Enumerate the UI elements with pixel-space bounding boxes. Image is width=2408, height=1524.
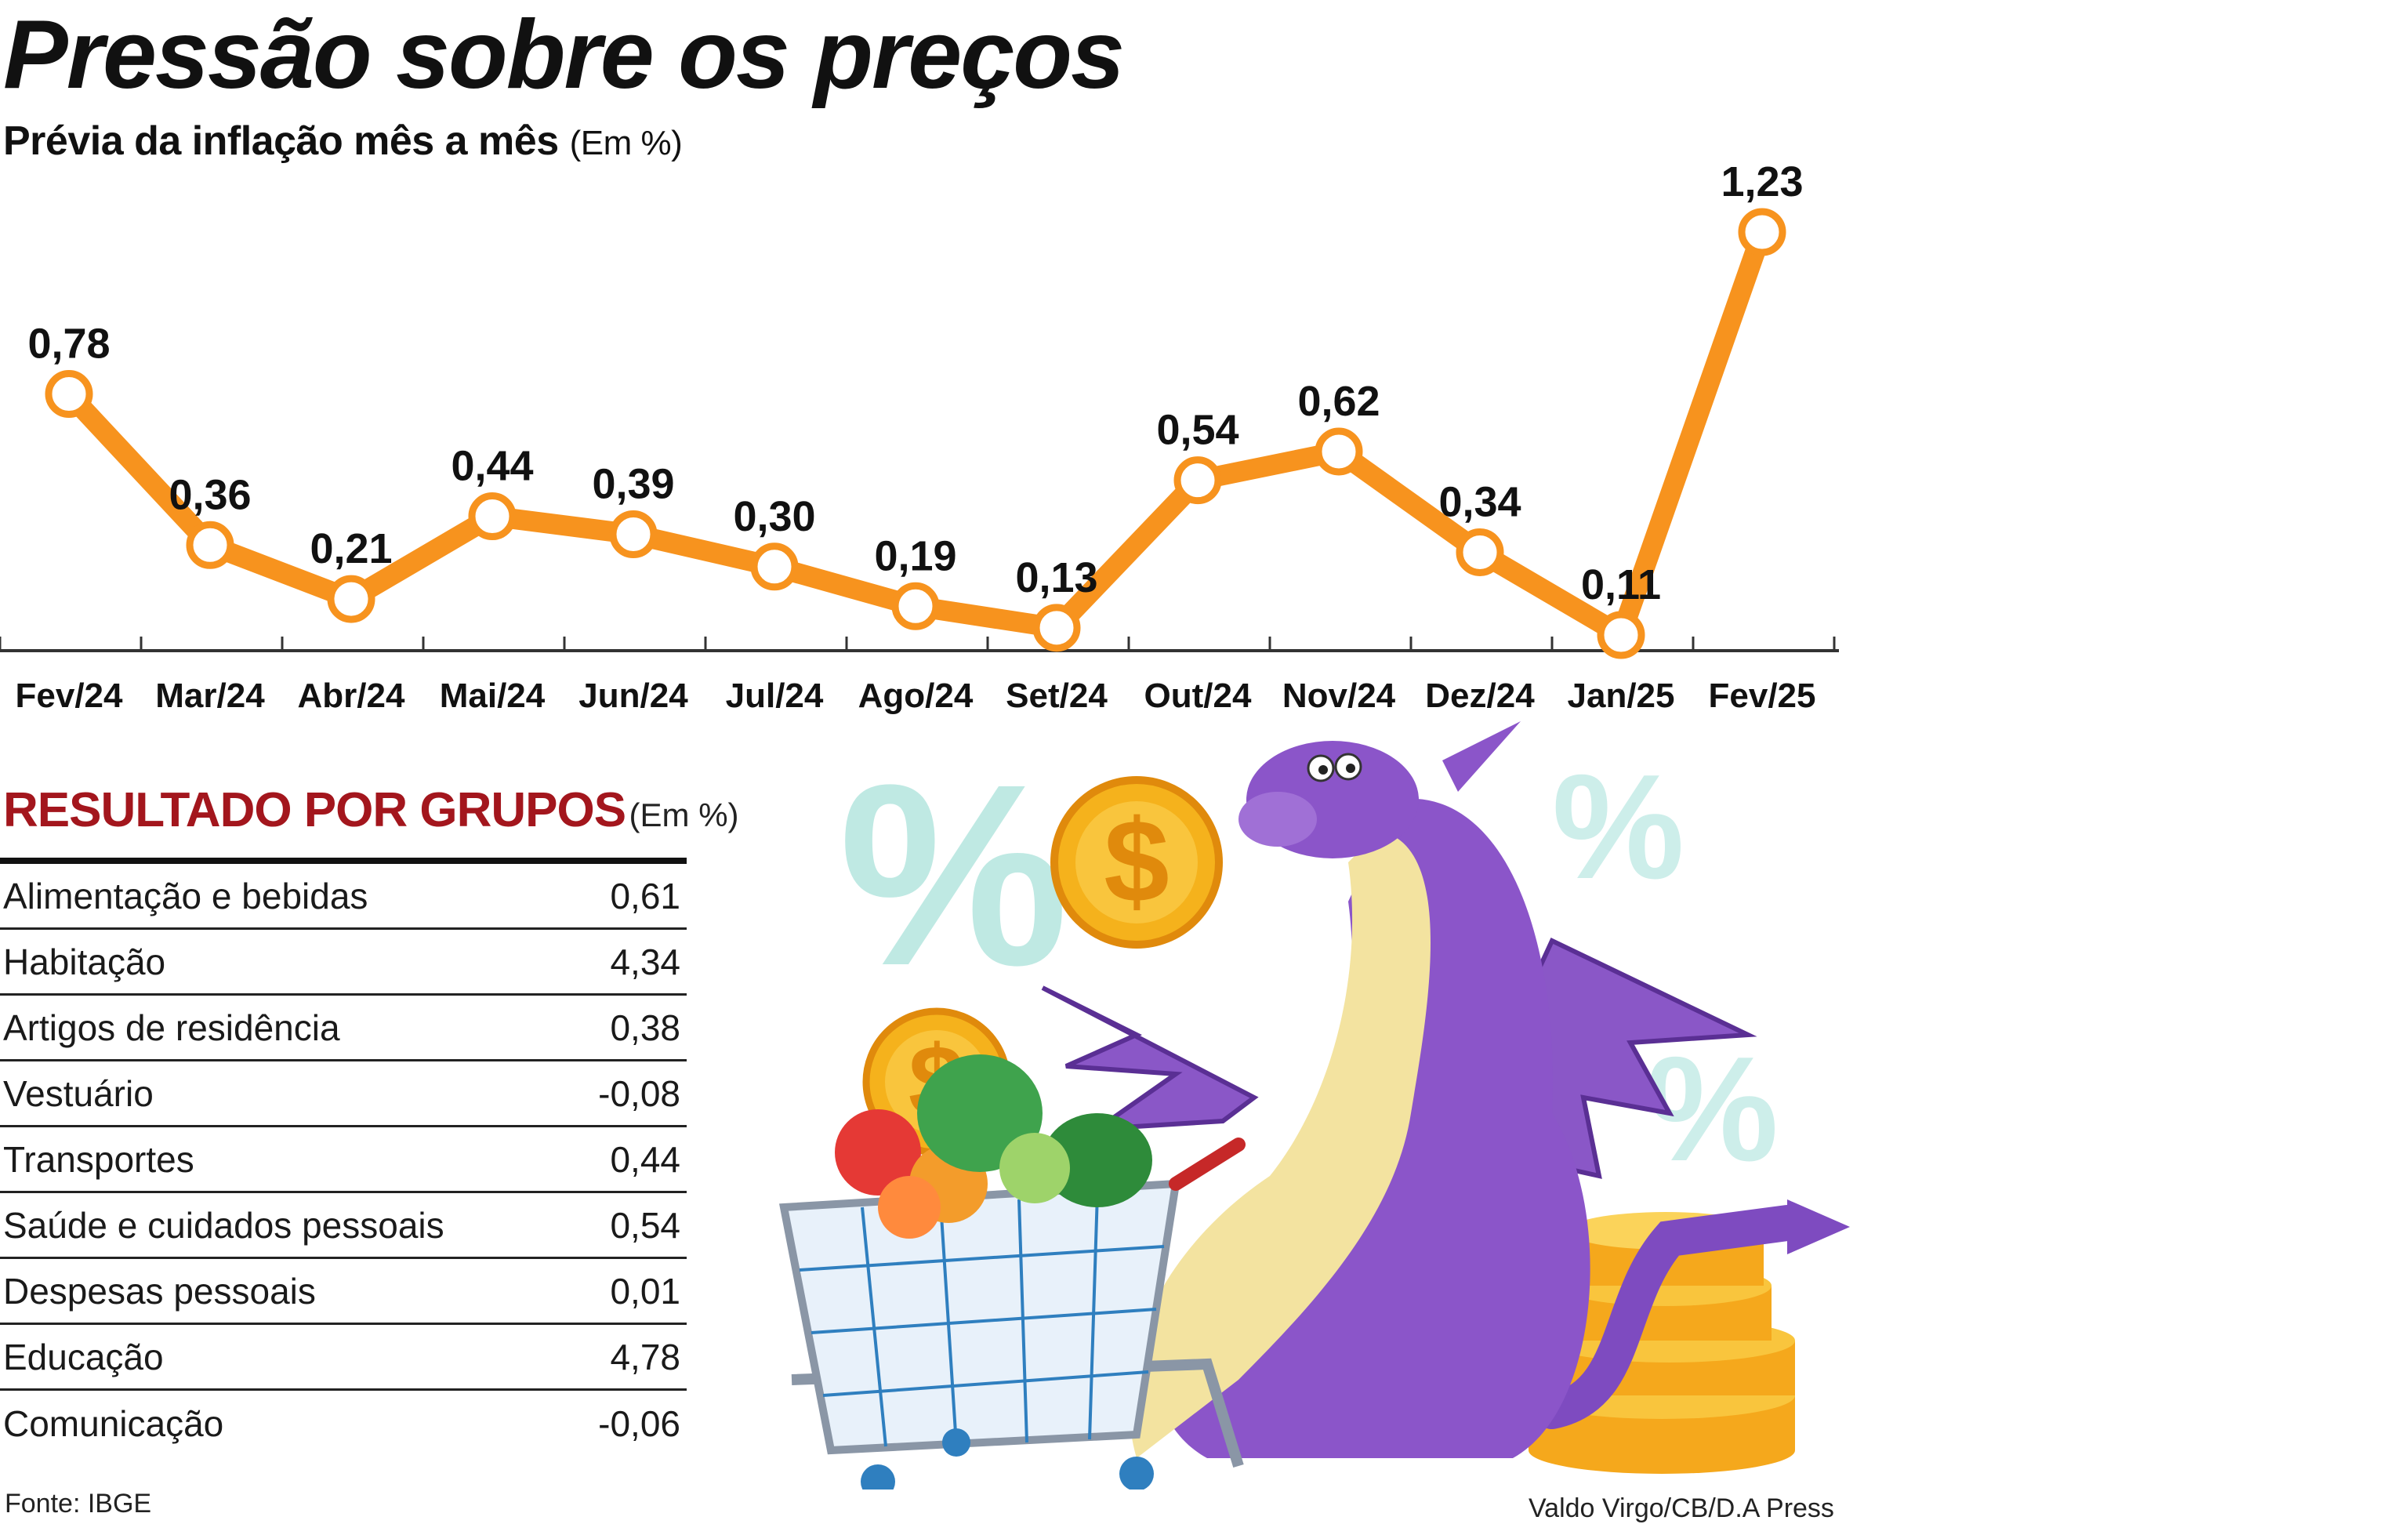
x-tick-label: Fev/24 <box>16 677 124 715</box>
dragon-wing-left <box>1041 985 1259 1132</box>
percent-icon: % <box>839 730 1068 1019</box>
data-label: 0,44 <box>451 443 533 490</box>
group-value: 0,54 <box>610 1204 680 1246</box>
x-tick-label: Set/24 <box>1006 677 1108 715</box>
coin-icon: $ <box>1050 776 1223 949</box>
group-label: Habitação <box>3 941 166 982</box>
group-value: 4,78 <box>610 1336 680 1377</box>
x-tick-label: Jul/24 <box>726 677 824 715</box>
data-label: 0,30 <box>733 493 815 540</box>
x-tick-label: Abr/24 <box>298 677 405 715</box>
data-label: 0,36 <box>169 471 251 518</box>
data-point <box>1738 208 1786 256</box>
group-label: Transportes <box>3 1138 194 1180</box>
data-point <box>1173 456 1222 505</box>
percent-icon: % <box>1552 744 1685 910</box>
group-label: Despesas pessoais <box>3 1270 316 1312</box>
groups-table-row: Saúde e cuidados pessoais 0,54 <box>0 1193 687 1259</box>
data-point <box>1032 604 1081 652</box>
inflation-line-chart: 0,78 Fev/24 0,36 Mar/24 0,21 Abr/24 0,44 Mai/24… <box>0 158 1839 715</box>
dragon-belly <box>1129 831 1431 1458</box>
data-point <box>468 492 517 541</box>
x-tick-label: Mai/24 <box>440 677 546 715</box>
data-label: 1,23 <box>1721 158 1803 205</box>
chart-title: Pressão sobre os preços <box>3 1 1125 109</box>
groups-table-row: Artigos de residência 0,38 <box>0 996 687 1061</box>
group-value: -0,06 <box>598 1403 680 1444</box>
data-label: 0,13 <box>1015 554 1097 601</box>
data-point <box>750 542 799 591</box>
data-label: 0,34 <box>1438 478 1521 525</box>
chart-subtitle: Prévia da inflação mês a mês (Em %) <box>3 116 683 169</box>
x-tick-label: Nov/24 <box>1282 677 1396 715</box>
data-label: 0,62 <box>1297 378 1380 425</box>
groups-unit: (Em %) <box>629 796 739 833</box>
group-label: Comunicação <box>3 1403 224 1444</box>
groups-title: RESULTADO POR GRUPOS <box>3 783 626 837</box>
x-tick-label: Fev/25 <box>1709 677 1816 715</box>
data-point <box>186 521 234 569</box>
data-point <box>45 370 93 419</box>
data-point <box>1597 611 1645 659</box>
data-label: 0,39 <box>592 461 674 508</box>
coin-symbol: $ <box>1104 795 1169 927</box>
groups-table: Alimentação e bebidas 0,61 Habitação 4,34 Ar… <box>0 864 687 1457</box>
group-value: 0,44 <box>610 1138 680 1180</box>
x-tick-label: Ago/24 <box>858 677 974 715</box>
groups-table-row: Habitação 4,34 <box>0 930 687 996</box>
data-label: 0,19 <box>874 532 956 579</box>
group-value: 0,61 <box>610 875 680 916</box>
data-label: 0,21 <box>310 525 392 572</box>
chart-unit: (Em %) <box>569 124 683 162</box>
dragon-head <box>1238 721 1521 858</box>
data-point <box>327 575 375 623</box>
data-point <box>1315 427 1363 476</box>
data-label: 0,54 <box>1156 407 1238 454</box>
shopping-cart-icon <box>779 1138 1246 1490</box>
groups-table-row: Transportes 0,44 <box>0 1127 687 1193</box>
groups-divider <box>0 858 687 864</box>
x-tick-label: Out/24 <box>1144 677 1252 715</box>
groups-table-row: Educação 4,78 <box>0 1325 687 1391</box>
dragon-illustration: % % % $ $ <box>779 721 1850 1490</box>
group-label: Vestuário <box>3 1072 154 1114</box>
group-value: -0,08 <box>598 1072 680 1114</box>
x-tick-label: Jun/24 <box>578 677 688 715</box>
group-value: 4,34 <box>610 941 680 982</box>
groups-table-row: Vestuário -0,08 <box>0 1061 687 1127</box>
group-label: Educação <box>3 1336 164 1377</box>
x-tick-label: Jan/25 <box>1568 677 1675 715</box>
groups-table-row: Alimentação e bebidas 0,61 <box>0 864 687 930</box>
data-point <box>1456 528 1504 576</box>
groups-table-row: Despesas pessoais 0,01 <box>0 1259 687 1325</box>
group-value: 0,01 <box>610 1270 680 1312</box>
group-label: Alimentação e bebidas <box>3 875 368 916</box>
image-credit: Valdo Virgo/CB/D.A Press <box>1529 1493 1834 1523</box>
group-label: Artigos de residência <box>3 1007 340 1048</box>
group-value: 0,38 <box>610 1007 680 1048</box>
x-tick-label: Mar/24 <box>155 677 265 715</box>
x-tick-label: Dez/24 <box>1425 677 1535 715</box>
fruits-icon <box>835 1054 1152 1239</box>
data-point <box>609 510 658 558</box>
data-label: 0,11 <box>1581 561 1661 608</box>
group-label: Saúde e cuidados pessoais <box>3 1204 444 1246</box>
groups-header: RESULTADO POR GRUPOS (Em %) <box>3 781 739 853</box>
chart-subtitle-text: Prévia da inflação mês a mês <box>3 118 559 164</box>
data-point <box>891 582 940 630</box>
source-note: Fonte: IBGE <box>5 1489 152 1519</box>
data-label: 0,78 <box>27 321 110 368</box>
groups-table-row: Comunicação -0,06 <box>0 1391 687 1457</box>
dragon-tail <box>1534 1205 1805 1429</box>
